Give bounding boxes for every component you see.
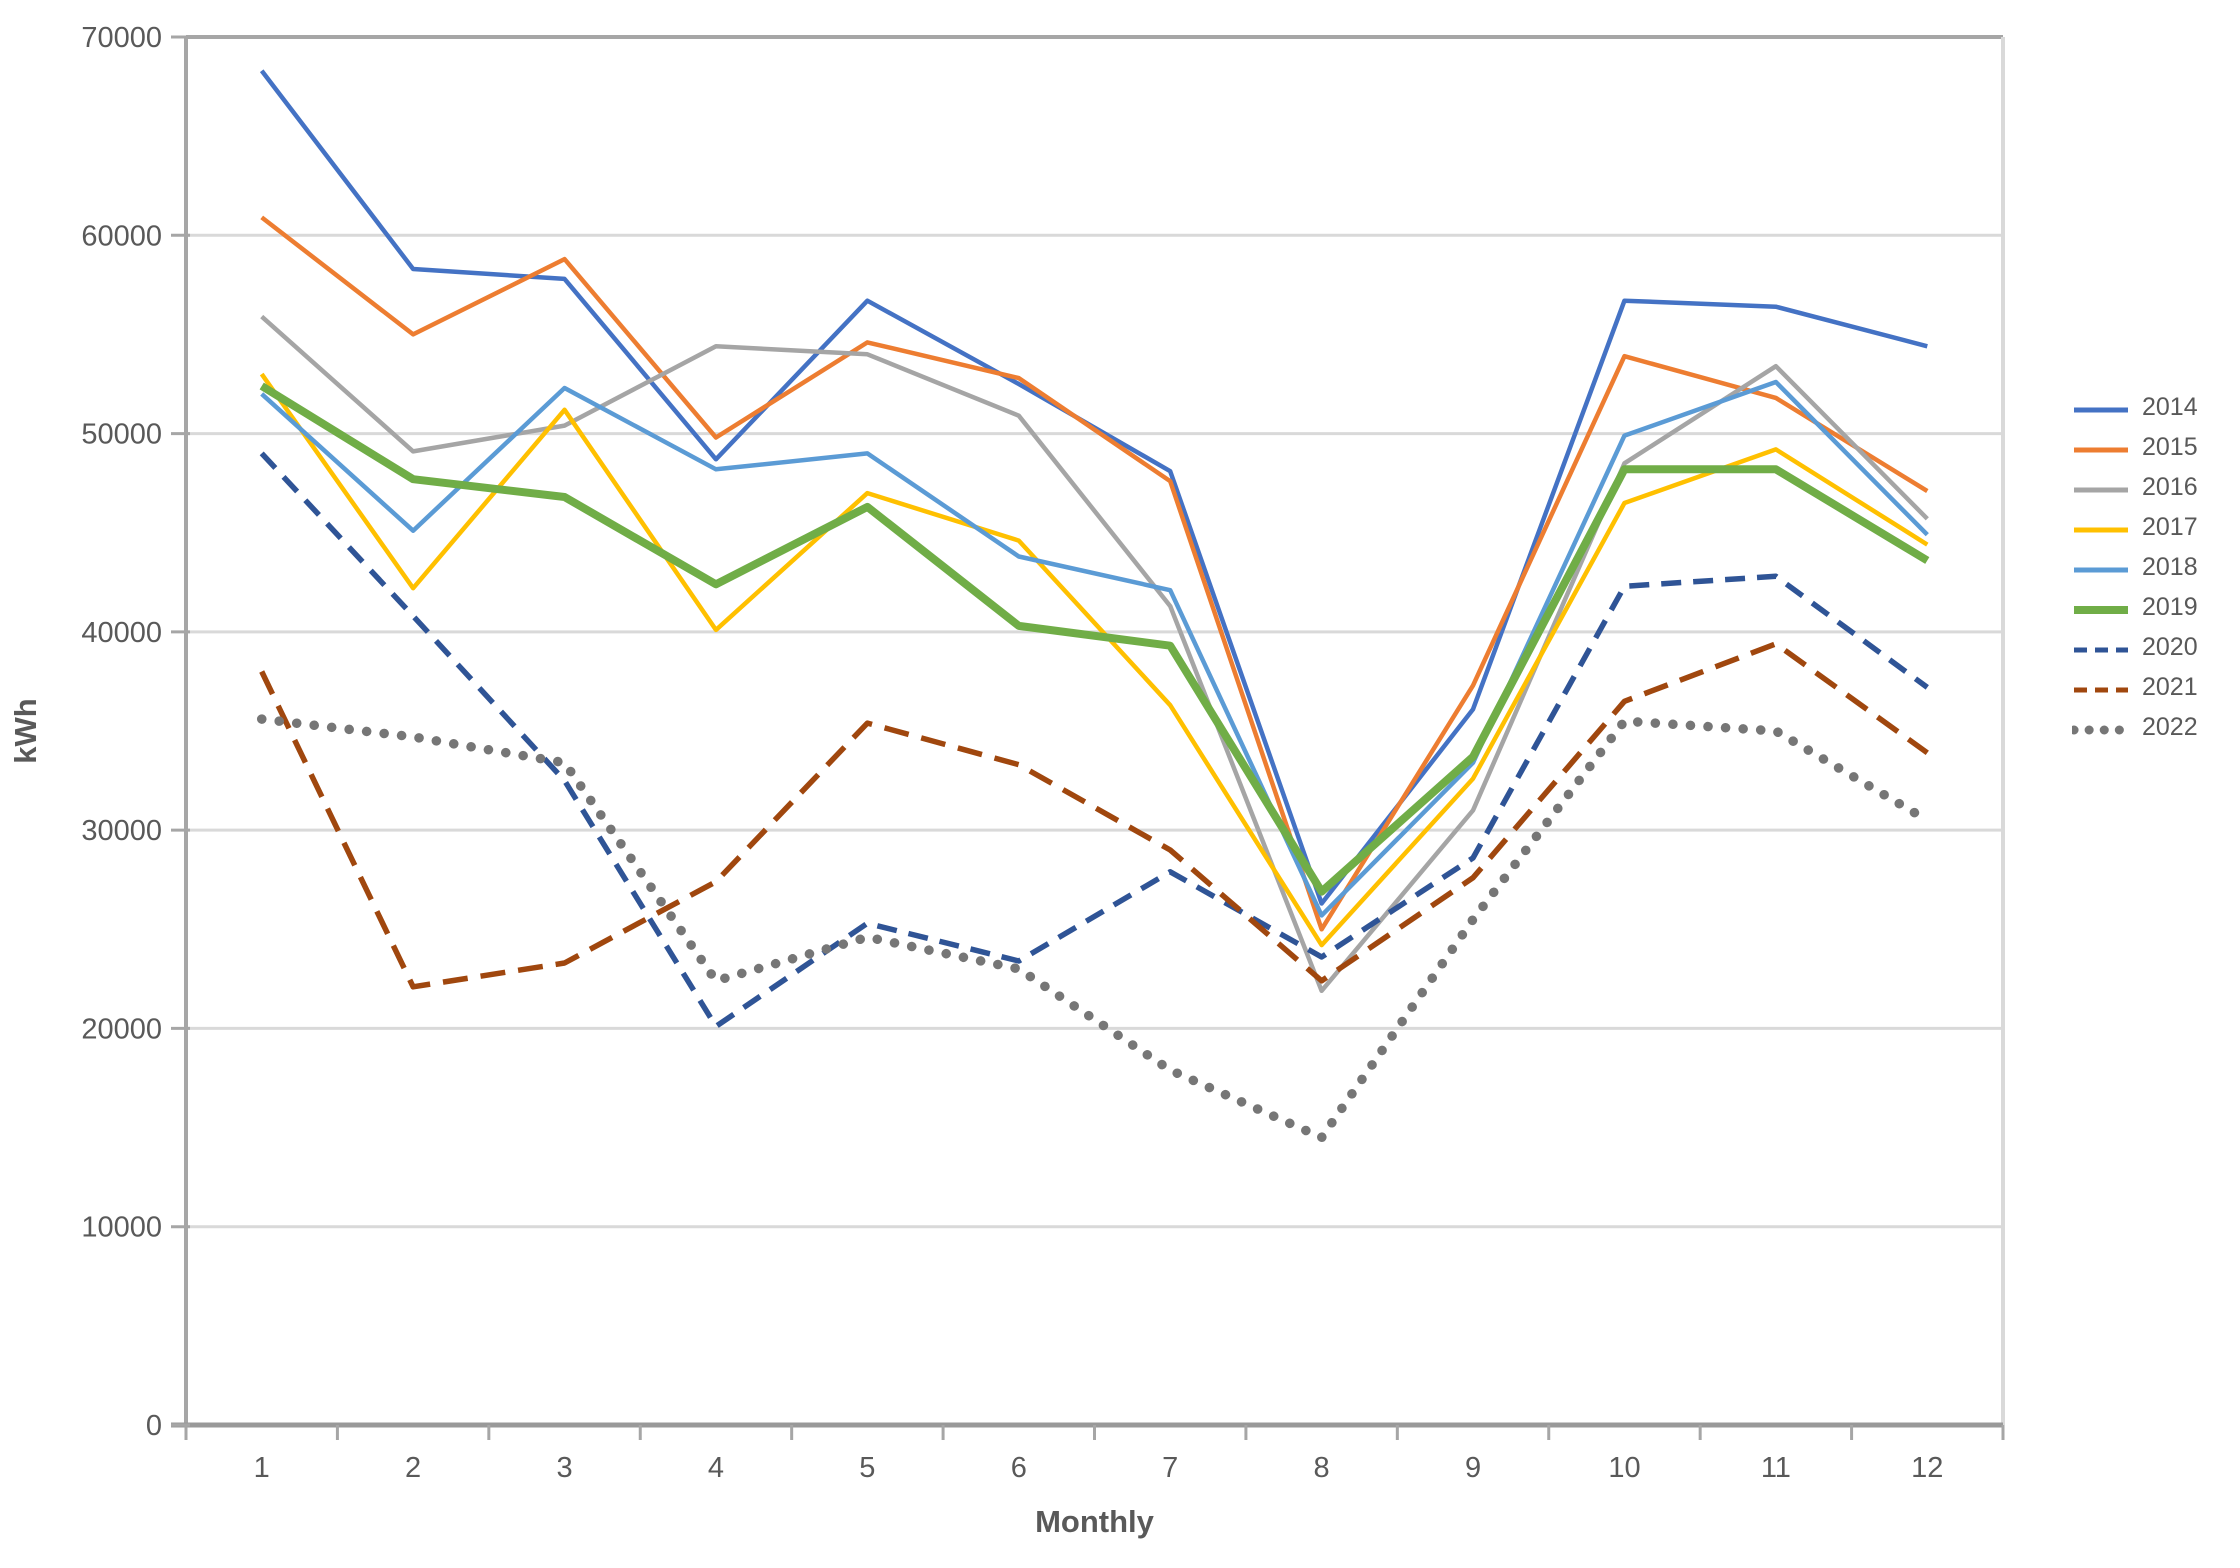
- y-axis-title: kWh: [8, 698, 43, 763]
- y-tick-label: 60000: [81, 220, 162, 252]
- x-tick-label: 12: [1911, 1452, 1943, 1484]
- y-tick-label: 50000: [81, 419, 162, 451]
- y-tick-label: 20000: [81, 1013, 162, 1045]
- legend-swatch-solid-icon: [2072, 482, 2130, 493]
- legend-swatch-solid-icon: [2072, 562, 2130, 573]
- x-tick-label: 10: [1608, 1452, 1640, 1484]
- legend-label: 2015: [2142, 433, 2198, 461]
- legend-item-2016: 2016: [2072, 474, 2198, 500]
- y-tick-label: 0: [146, 1410, 162, 1442]
- legend-swatch-dashed-icon: [2072, 642, 2130, 653]
- tick-marks: [171, 35, 2005, 1440]
- y-tick-label: 40000: [81, 617, 162, 649]
- series-line-2021: [259, 641, 1929, 990]
- series-line-2015: [260, 215, 1929, 932]
- legend-label: 2014: [2142, 393, 2198, 421]
- series-line-2018: [260, 379, 1929, 918]
- legend-item-2017: 2017: [2072, 514, 2198, 540]
- legend-item-2022: 2022: [2069, 713, 2198, 741]
- legend-item-2019: 2019: [2072, 594, 2198, 620]
- legend-swatch-solid-icon: [2072, 402, 2130, 413]
- x-tick-label: 3: [556, 1452, 572, 1484]
- series-line-2019: [259, 382, 1930, 896]
- series-line-2022: [256, 714, 1933, 1143]
- x-axis-title: Monthly: [1035, 1504, 1155, 1539]
- legend-swatch-solid-icon: [2072, 602, 2130, 614]
- legend-swatch-solid-icon: [2072, 442, 2130, 453]
- legend-swatch-dotted-icon: [2069, 722, 2133, 735]
- series-line-2020: [259, 451, 1929, 1030]
- x-tick-label: 9: [1465, 1452, 1481, 1484]
- x-tick-label: 4: [708, 1452, 724, 1484]
- legend: 2014 2015 2016 2017 2018 2019 2020 2021 2022: [2069, 394, 2198, 741]
- x-tick-label: 7: [1162, 1452, 1178, 1484]
- legend-item-2020: 2020: [2072, 634, 2198, 660]
- legend-item-2018: 2018: [2072, 554, 2198, 580]
- axes: [171, 37, 2005, 1428]
- legend-label: 2017: [2142, 513, 2198, 541]
- legend-label: 2021: [2142, 673, 2198, 701]
- legend-label: 2019: [2142, 593, 2198, 621]
- y-tick-label: 10000: [81, 1212, 162, 1244]
- legend-label: 2018: [2142, 553, 2198, 581]
- legend-item-2021: 2021: [2072, 674, 2198, 700]
- x-tick-label: 6: [1011, 1452, 1027, 1484]
- x-tick-label: 2: [405, 1452, 421, 1484]
- legend-swatch-solid-icon: [2072, 522, 2130, 533]
- y-tick-label: 70000: [81, 22, 162, 54]
- y-tick-label: 30000: [81, 815, 162, 847]
- series-line-2017: [259, 372, 1929, 948]
- y-axis-tick-labels: 0 10000 20000 30000 40000 50000 60000 70000: [81, 22, 162, 1442]
- legend-item-2015: 2015: [2072, 434, 2198, 460]
- x-tick-label: 1: [254, 1452, 270, 1484]
- legend-swatch-dashed-icon: [2072, 682, 2130, 693]
- legend-item-2014: 2014: [2072, 394, 2198, 420]
- gridlines: [186, 35, 2003, 1229]
- x-axis-tick-labels: 1 2 3 4 5 6 7 8 9 10 11 12: [254, 1452, 1944, 1484]
- x-tick-label: 5: [859, 1452, 875, 1484]
- legend-label: 2022: [2142, 713, 2198, 741]
- legend-label: 2020: [2142, 633, 2198, 661]
- series-line-2016: [260, 314, 1929, 994]
- x-tick-label: 8: [1314, 1452, 1330, 1484]
- legend-label: 2016: [2142, 473, 2198, 501]
- x-tick-label: 11: [1761, 1452, 1791, 1484]
